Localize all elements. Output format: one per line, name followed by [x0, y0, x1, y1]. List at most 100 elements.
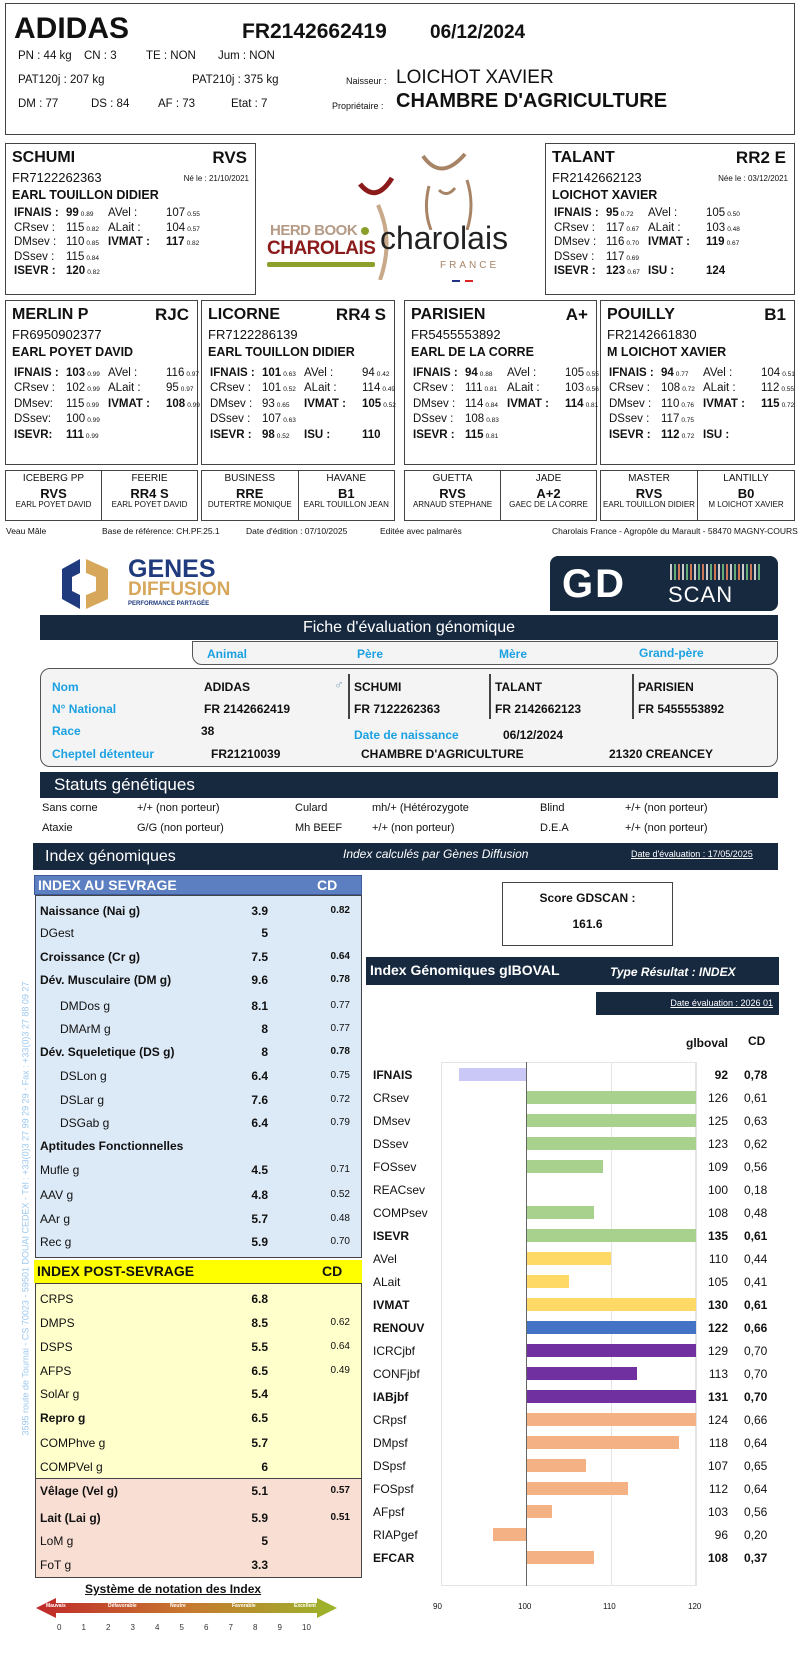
col-value-header: glboval [686, 1036, 729, 1050]
stat-value: 101 0.63 [262, 367, 304, 379]
chart-cd-label: 0,44 [744, 1252, 768, 1266]
stat-cd: 0.52 [276, 432, 290, 440]
index-genomiques-bar: Index génomiques Index calculés par Gène… [33, 843, 778, 870]
iboval-type: Type Résultat : INDEX [610, 965, 736, 979]
chart-category-label: DSsev [373, 1137, 409, 1151]
chart-bar-ICRCjbf [527, 1344, 696, 1357]
card-name: SCHUMI [12, 149, 76, 166]
logo-tagline: PERFORMANCE PARTAGÉE [128, 601, 210, 607]
gp-id: FR 5455553892 [638, 702, 725, 716]
stat-cd: 0.56 [586, 386, 599, 394]
chart-bar-FOSpsf [527, 1482, 628, 1495]
stat-cd: 0.99 [187, 401, 200, 409]
chart-category-label: ALait [373, 1275, 401, 1289]
chart-row: DSpsf 107 0,65 [370, 1456, 790, 1476]
stat-number: 99 [66, 207, 79, 220]
sire-card-pere: SCHUMI RVS FR7122262363 Né le : 21/10/2021 E… [5, 143, 256, 295]
stat-number: 117 [606, 250, 625, 263]
stat-label: IFNAIS : [609, 366, 654, 379]
chart-bar-EFCAR [527, 1551, 594, 1564]
post-sevrage-header: INDEX POST-SEVRAGE CD [34, 1260, 362, 1283]
post-sevrage-table [35, 1283, 362, 1479]
index-row: FoT g 3.3 [38, 1555, 358, 1577]
stat-value: 105 0.52 [362, 398, 404, 410]
stat-value: 114 0.84 [465, 398, 507, 410]
index-row: DGest 5 [38, 923, 358, 945]
stat-cd: 0.75 [681, 417, 694, 425]
chart-cd-label: 0,65 [744, 1459, 768, 1473]
stat-value: 117 0.75 [661, 413, 703, 425]
stat-label: AVel : [108, 366, 138, 379]
index-label: AFPS [40, 1364, 72, 1378]
naisseur: LOICHOT XAVIER [396, 67, 554, 88]
notation-tick: 2 [106, 1623, 111, 1632]
score-box: Score GDSCAN : 161.6 [502, 882, 673, 946]
naissance-value: 06/12/2024 [503, 728, 564, 742]
card-grade: A+ [565, 305, 588, 324]
stat-label: AVel : [108, 207, 138, 220]
chart-row: REACsev 100 0,18 [370, 1180, 790, 1200]
stat-cd: 0.82 [87, 269, 100, 277]
index-cd: 0.75 [330, 1070, 350, 1081]
index-cd: 0.57 [330, 1485, 350, 1496]
stat-cd: 0.55 [586, 370, 599, 378]
index-row: DSLar g 7.6 0.72 [38, 1090, 358, 1112]
gdscan-logo: GD SCAN [550, 556, 778, 611]
chart-cd-label: 0,66 [744, 1321, 768, 1335]
chart-cd-label: 0,66 [744, 1413, 768, 1427]
notation-tick: 3 [130, 1623, 135, 1632]
index-label: DGest [40, 926, 75, 940]
ggp-breeder: ARNAUD STEPHANE [412, 500, 493, 510]
chart-category-label: FOSpsf [373, 1482, 414, 1496]
herd-book-text: HERD BOOK [270, 222, 358, 239]
index-cd: 0.78 [330, 1046, 350, 1057]
stat-value: 115 0.81 [465, 429, 507, 441]
logo-gd: GD [562, 562, 626, 606]
chart-category-label: DMsev [373, 1114, 411, 1128]
index-label: AAV g [40, 1188, 74, 1202]
index-value: 6.4 [251, 1116, 268, 1130]
stat-cd: 0.85 [86, 240, 99, 248]
chart-bar-DSsev [527, 1137, 696, 1150]
stat-value: 116 0.97 [166, 367, 208, 379]
stat-number: 102 [66, 382, 86, 395]
stat-value: 117 0.82 [166, 236, 208, 248]
notation-tick: 7 [228, 1623, 233, 1632]
great-grandparents-group: GUETTA RVS ARNAUD STEPHANE JADE A+2 GAEC DE L… [404, 470, 597, 521]
chart-cd-label: 0,64 [744, 1436, 768, 1450]
index-date: Date d'évaluation : 17/05/2025 [631, 849, 753, 859]
index-label: DSLar g [60, 1093, 105, 1107]
stat-cd: 0.89 [80, 211, 94, 219]
stat-label: IFNAIS : [210, 366, 255, 379]
great-grandparent-cell: FEERIE RR4 S EARL POYET DAVID [101, 471, 197, 520]
stat-label: CRsev : [554, 221, 595, 234]
chart-cd-label: 0,48 [744, 1206, 768, 1220]
genes-diffusion-logo: GENES DIFFUSION PERFORMANCE PARTAGÉE [58, 555, 258, 613]
index-value: 8.1 [251, 999, 268, 1013]
animal-info-panel: Nom ADIDAS ♂ N° National FR 2142662419 S… [40, 668, 778, 767]
stat-value: 93 0.65 [262, 398, 304, 410]
stat-number: 104 [166, 221, 186, 234]
chart-value-label: 130 [707, 1298, 728, 1312]
stat-label: DMsev : [413, 397, 456, 410]
ggp-grade: A+2 [536, 485, 561, 501]
stat-cd: 0.82 [186, 240, 200, 248]
card-grade: RR2 E [735, 148, 786, 167]
chart-row: ISEVR 135 0,61 [370, 1226, 790, 1246]
index-value: 5.5 [251, 1340, 268, 1354]
ggp-grade: RVS [635, 485, 663, 501]
index-title: Index génomiques [45, 848, 176, 865]
notation-tick: 4 [155, 1623, 160, 1632]
stat-number: 101 [262, 366, 282, 379]
stat-label: CRsev : [14, 221, 55, 234]
stat-label: ISEVR : [554, 265, 596, 278]
chart-cd-label: 0,70 [744, 1390, 768, 1404]
stat-value: 120 0.82 [66, 265, 108, 277]
charolais-bull-icon [421, 152, 473, 230]
stat-number: 111 [465, 382, 483, 395]
card-stats: IFNAIS :99 0.89 CRsev :115 0.82 DMsev :110 0.… [14, 206, 208, 279]
stat-value: 114 0.81 [565, 398, 607, 410]
stat-cd: 0.67 [626, 225, 639, 233]
stat-value: 95 0.72 [606, 207, 648, 219]
index-row: Dév. Squeletique (DS g) 8 0.78 [38, 1042, 358, 1064]
